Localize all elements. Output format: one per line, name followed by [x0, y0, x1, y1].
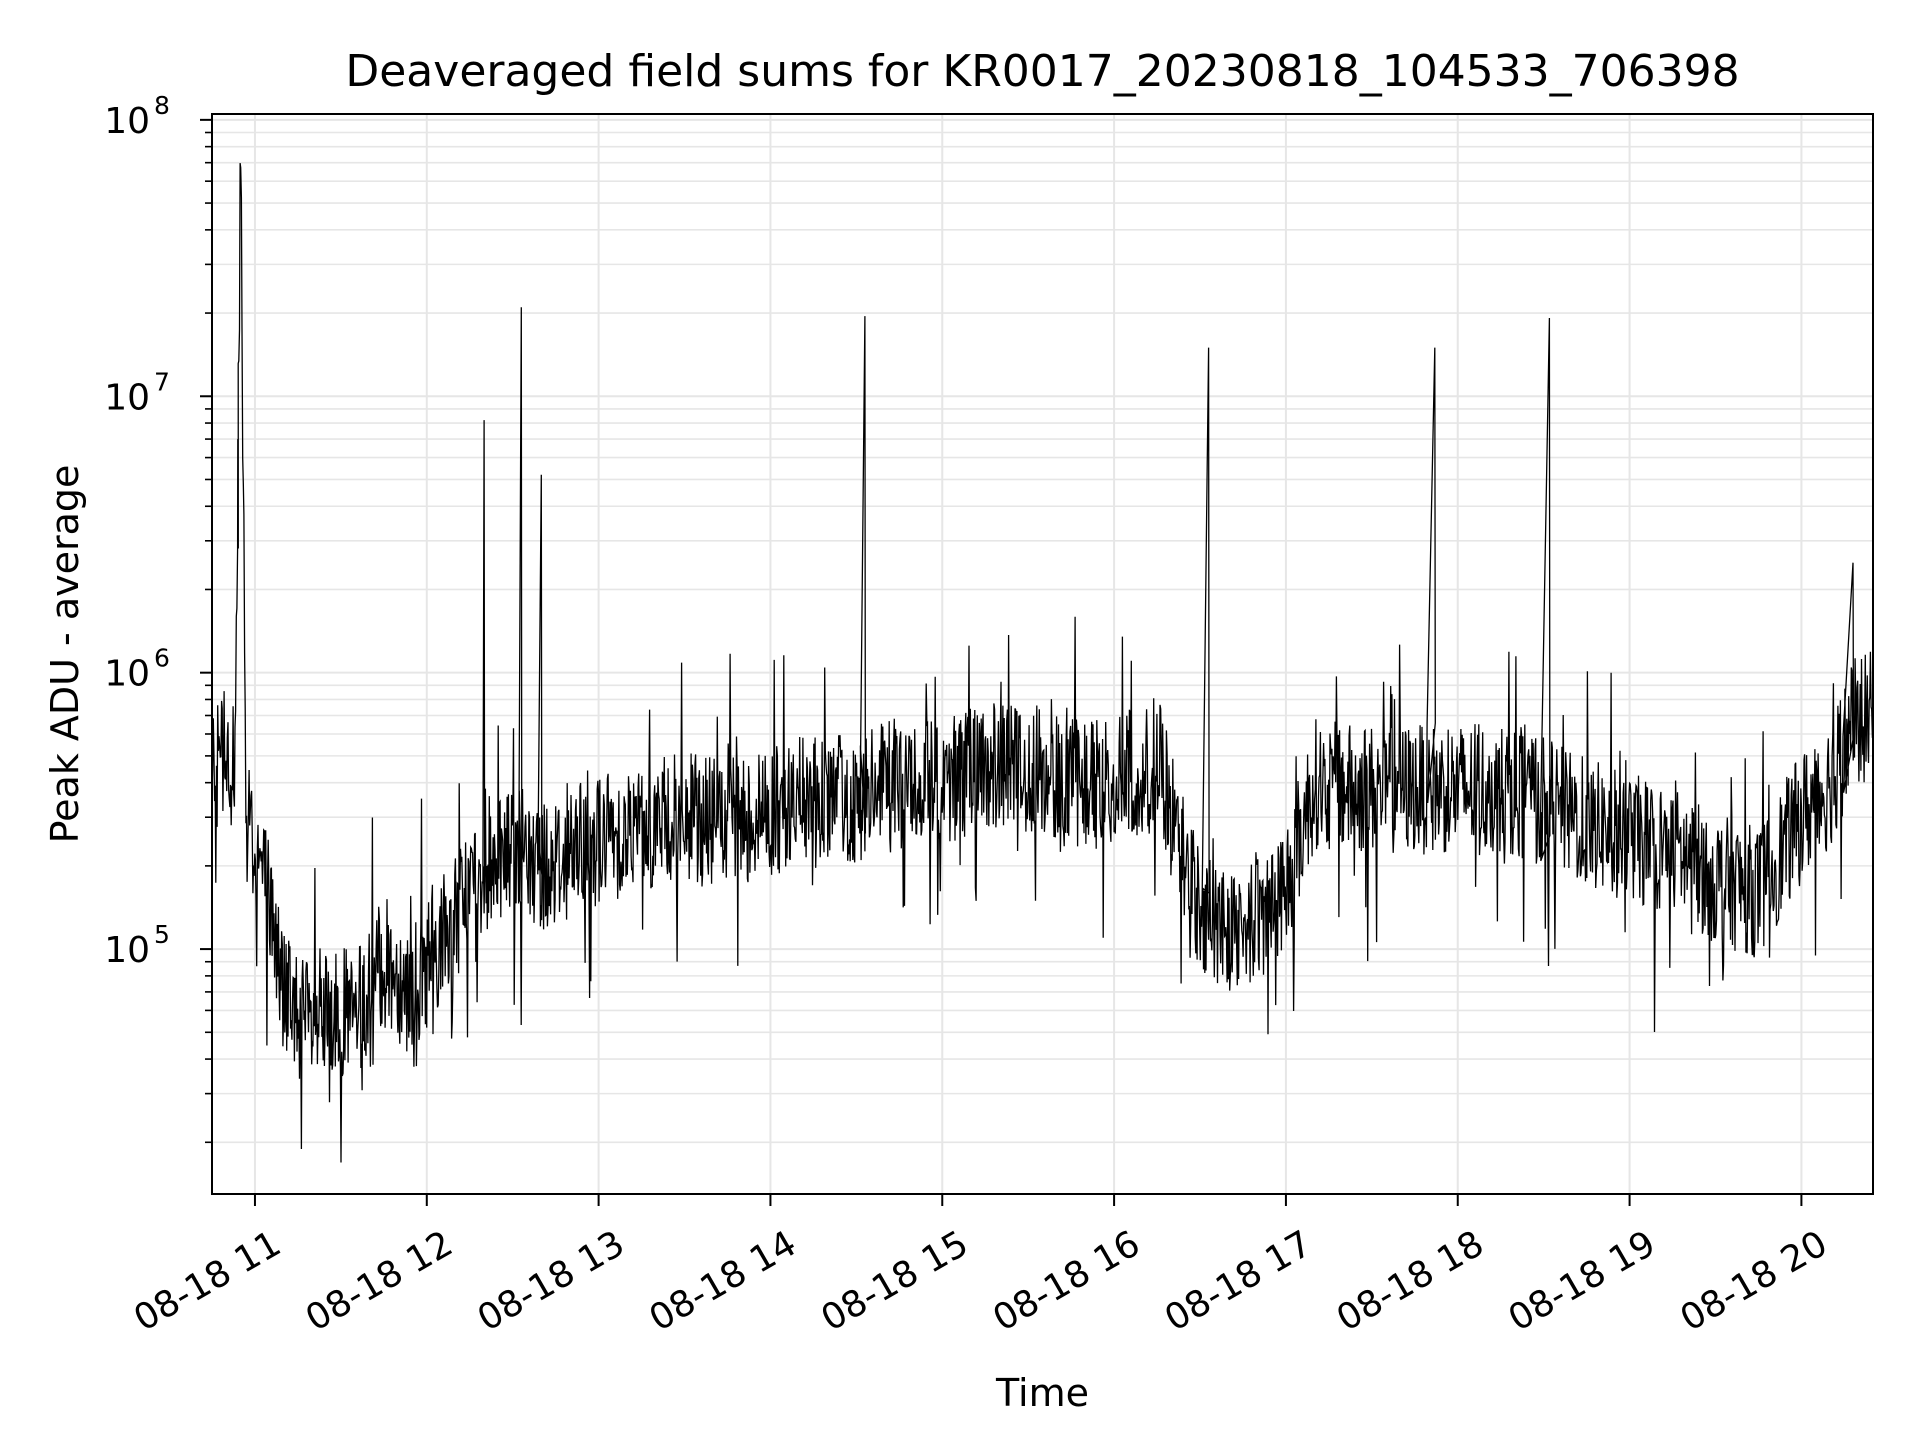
data-series [211, 163, 1874, 1163]
series-line [211, 163, 1874, 1163]
y-tick-label-exponent: 7 [154, 367, 170, 396]
y-tick-label-base: 10 [104, 654, 150, 695]
x-axis-label: Time [995, 1371, 1089, 1415]
axes-frame [211, 113, 1874, 1195]
y-tick-label-exponent: 8 [154, 91, 170, 120]
y-axis-label: Peak ADU - average [43, 465, 87, 844]
y-tick-label-exponent: 5 [154, 920, 170, 949]
y-tick-label-base: 10 [104, 101, 150, 142]
y-tick-label-base: 10 [104, 377, 150, 418]
y-tick-label-base: 10 [104, 930, 150, 971]
chart-title: Deaveraged field sums for KR0017_2023081… [345, 46, 1739, 97]
y-tick-label-exponent: 6 [154, 644, 170, 673]
